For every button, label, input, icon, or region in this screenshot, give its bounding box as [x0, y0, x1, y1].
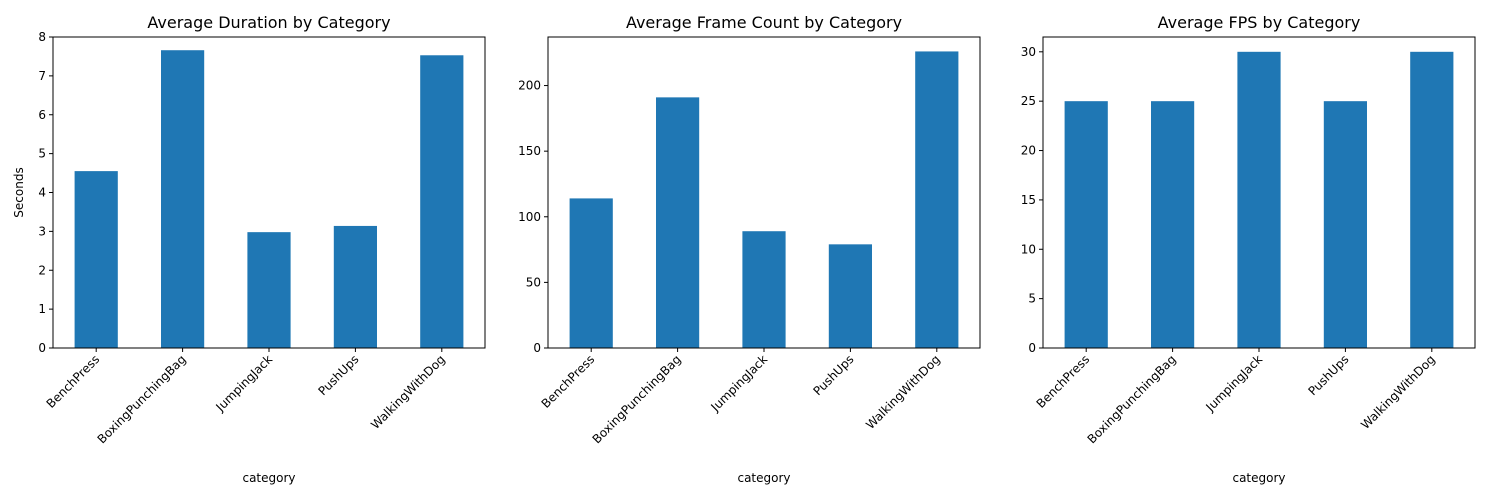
bar-walkingwithdog — [1410, 51, 1454, 349]
x-tick-label: WalkingWithDog — [1358, 352, 1438, 432]
plot-frame — [547, 36, 981, 349]
y-tick-label: 0 — [38, 341, 46, 355]
y-tick-label: 10 — [1021, 242, 1036, 256]
chart-title: Average Duration by Category — [147, 13, 390, 32]
bar-benchpress — [569, 198, 613, 348]
y-tick-label: 0 — [533, 341, 541, 355]
x-axis-label: category — [737, 471, 790, 485]
y-tick-label: 0 — [1028, 341, 1036, 355]
bar-pushups — [828, 244, 872, 348]
frame-count-chart-panel: Average Frame Count by Category category… — [518, 13, 981, 485]
y-tick-label: 20 — [1021, 144, 1036, 158]
x-tick-label: BenchPress — [44, 352, 103, 411]
y-tick-label: 200 — [518, 79, 541, 93]
x-tick-label: PushUps — [1305, 352, 1351, 398]
x-tick-label: BoxingPunchingBag — [95, 352, 189, 446]
y-tick-label: 7 — [38, 69, 46, 83]
x-tick-label: JumpingJack — [1203, 352, 1266, 415]
chart-title: Average FPS by Category — [1158, 13, 1361, 32]
x-tick-label: BenchPress — [539, 352, 598, 411]
bar-jumpingjack — [1237, 51, 1281, 349]
y-tick-label: 5 — [1028, 292, 1036, 306]
y-tick-label: 5 — [38, 147, 46, 161]
bar-walkingwithdog — [420, 55, 464, 349]
bar-pushups — [333, 225, 377, 348]
bar-benchpress — [74, 171, 118, 348]
x-tick-label: BoxingPunchingBag — [1085, 352, 1179, 446]
y-tick-label: 25 — [1021, 94, 1036, 108]
y-axis-label: Seconds — [12, 167, 26, 217]
bar-boxingpunchingbag — [656, 97, 700, 348]
bar-jumpingjack — [247, 232, 291, 348]
y-tick-label: 8 — [38, 30, 46, 44]
y-tick-label: 100 — [518, 210, 541, 224]
y-tick-label: 30 — [1021, 45, 1036, 59]
y-tick-label: 3 — [38, 224, 46, 238]
y-tick-label: 50 — [526, 275, 541, 289]
plot-frame — [52, 36, 486, 349]
y-tick-label: 15 — [1021, 193, 1036, 207]
y-tick-label: 150 — [518, 144, 541, 158]
y-tick-label: 6 — [38, 108, 46, 122]
bar-benchpress — [1064, 101, 1108, 348]
bar-pushups — [1323, 101, 1367, 348]
bar-boxingpunchingbag — [161, 50, 205, 348]
duration-chart-panel: Average Duration by Category category Se… — [12, 13, 486, 485]
y-tick-label: 2 — [38, 263, 46, 277]
y-tick-label: 4 — [38, 186, 46, 200]
x-tick-label: BoxingPunchingBag — [590, 352, 684, 446]
x-axis-label: category — [1232, 471, 1285, 485]
chart-title: Average Frame Count by Category — [626, 13, 902, 32]
bar-walkingwithdog — [915, 51, 959, 348]
x-tick-label: JumpingJack — [213, 352, 276, 415]
x-tick-label: WalkingWithDog — [863, 352, 943, 432]
bar-boxingpunchingbag — [1151, 101, 1195, 348]
plot-frame — [1042, 36, 1476, 349]
x-tick-label: PushUps — [810, 352, 856, 398]
bar-jumpingjack — [742, 231, 786, 348]
y-tick-label: 1 — [38, 302, 46, 316]
x-axis-label: category — [242, 471, 295, 485]
fps-chart-panel: Average FPS by Category category BenchPr… — [1021, 13, 1476, 485]
x-tick-label: WalkingWithDog — [368, 352, 448, 432]
x-tick-label: JumpingJack — [708, 352, 771, 415]
x-tick-label: BenchPress — [1034, 352, 1093, 411]
x-tick-label: PushUps — [315, 352, 361, 398]
